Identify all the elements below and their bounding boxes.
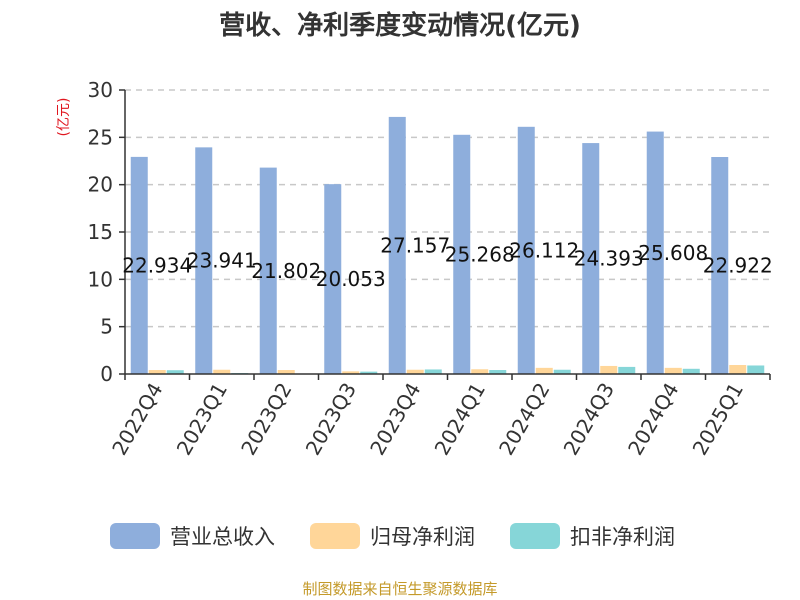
data-label: 26.112: [509, 238, 579, 262]
data-label: 21.802: [251, 259, 321, 283]
x-tick-label: 2025Q1: [688, 379, 748, 460]
chart-title: 营收、净利季度变动情况(亿元): [219, 10, 581, 41]
x-tick-label: 2023Q3: [301, 379, 361, 460]
legend-label: 归母净利润: [370, 525, 475, 549]
bar-revenue: [582, 143, 600, 374]
y-tick-label: 10: [88, 267, 113, 291]
bar-deducted-net-profit: [618, 366, 636, 374]
bar-revenue: [130, 156, 148, 374]
bar-net-profit: [471, 369, 489, 374]
bar-revenue: [195, 147, 213, 374]
bar-revenue: [646, 131, 664, 374]
bar-net-profit: [406, 369, 424, 374]
legend-item[interactable]: 扣非净利润: [510, 523, 675, 549]
x-tick-label: 2024Q4: [623, 379, 683, 460]
bar-deducted-net-profit: [489, 370, 507, 374]
data-label: 25.608: [638, 241, 708, 265]
bar-net-profit: [664, 367, 682, 374]
legend-swatch: [310, 523, 360, 549]
data-label: 23.941: [187, 249, 257, 273]
y-tick-label: 15: [88, 220, 113, 244]
bars: [130, 116, 765, 375]
legend-label: 营业总收入: [170, 525, 275, 549]
bar-revenue: [324, 184, 342, 374]
bar-deducted-net-profit: [360, 371, 378, 374]
x-tick-label: 2023Q4: [365, 379, 425, 460]
bar-revenue: [388, 116, 406, 375]
data-label: 22.934: [122, 253, 192, 277]
bar-net-profit: [600, 365, 618, 374]
y-tick-label: 5: [100, 315, 113, 339]
grid: [125, 89, 770, 328]
legend-swatch: [510, 523, 560, 549]
bar-net-profit: [148, 370, 166, 374]
bar-revenue: [259, 167, 277, 374]
y-tick-label: 25: [88, 125, 113, 149]
x-tick-label: 2024Q3: [559, 379, 619, 460]
data-label: 24.393: [574, 247, 644, 271]
bar-deducted-net-profit: [747, 365, 765, 374]
bar-revenue: [711, 157, 729, 374]
legend-item[interactable]: 营业总收入: [110, 523, 275, 549]
bar-deducted-net-profit: [424, 369, 442, 374]
y-axis-label: (亿元): [56, 98, 72, 137]
legend-label: 扣非净利润: [570, 525, 675, 549]
bar-net-profit: [213, 369, 231, 374]
bar-deducted-net-profit: [166, 370, 184, 374]
legend-swatch: [110, 523, 160, 549]
bar-net-profit: [277, 370, 295, 374]
x-tick-label: 2022Q4: [107, 379, 167, 460]
bar-deducted-net-profit: [553, 369, 571, 374]
data-label: 22.922: [703, 254, 773, 278]
data-label: 20.053: [316, 267, 386, 291]
legend-item[interactable]: 归母净利润: [310, 523, 475, 549]
y-tick-label: 20: [88, 173, 113, 197]
data-label: 25.268: [445, 242, 515, 266]
x-tick-label: 2023Q2: [236, 379, 296, 460]
legend[interactable]: 营业总收入 归母净利润 扣非净利润: [110, 523, 675, 549]
source-note: 制图数据来自恒生聚源数据库: [302, 580, 497, 598]
bar-net-profit: [729, 365, 747, 374]
bar-deducted-net-profit: [682, 368, 700, 374]
y-tick-label: 30: [88, 78, 113, 102]
y-tick-label: 0: [100, 362, 113, 386]
x-tick-label: 2024Q2: [494, 379, 554, 460]
bar-net-profit: [535, 367, 553, 374]
data-label: 27.157: [380, 233, 450, 257]
x-tick-label: 2023Q1: [172, 379, 232, 460]
bar-revenue: [453, 134, 471, 374]
x-tick-label: 2024Q1: [430, 379, 490, 460]
bar-revenue: [517, 126, 535, 374]
bar-net-profit: [342, 371, 360, 374]
